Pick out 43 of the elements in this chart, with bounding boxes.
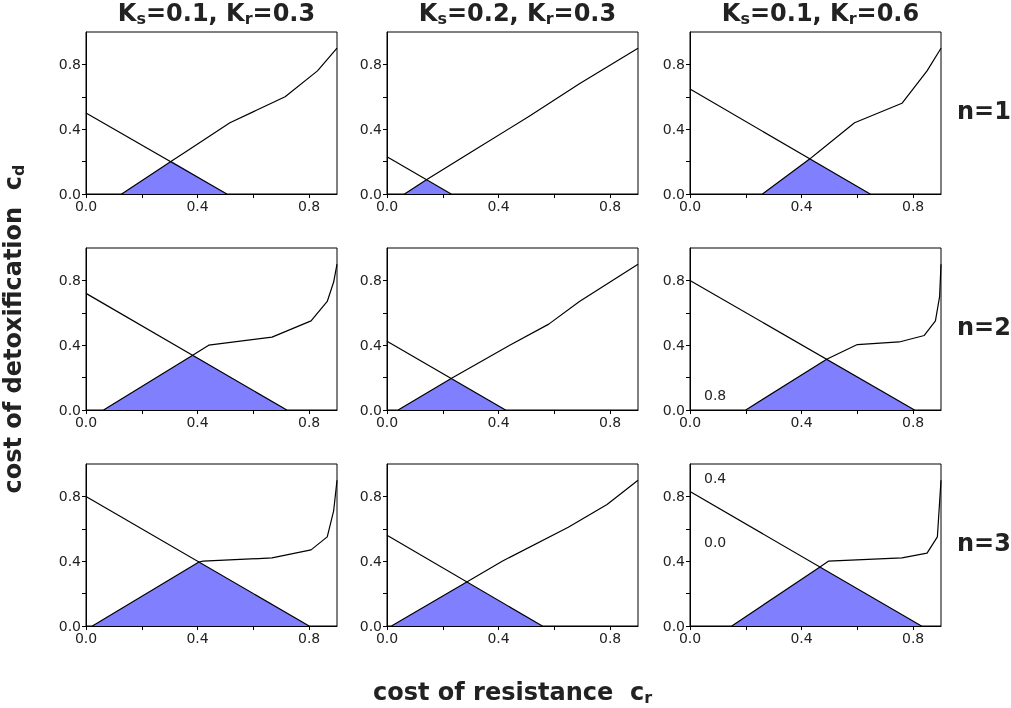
annotation: 0.8 bbox=[704, 387, 727, 403]
y-tick-label: 0.4 bbox=[662, 121, 686, 138]
y2-axis-title: n=3 bbox=[957, 529, 1011, 557]
x-tick-label: 0.4 bbox=[186, 630, 209, 646]
x-tick-label: 0.4 bbox=[186, 198, 209, 214]
x-tick-label: 0.4 bbox=[790, 630, 813, 646]
x-tick-label: 0.8 bbox=[598, 198, 622, 214]
y-tick-label: 0.8 bbox=[662, 488, 685, 505]
x-tick-label: 0.4 bbox=[487, 630, 510, 646]
x-tick-label: 0.4 bbox=[790, 414, 813, 430]
x-tick-label: 0.8 bbox=[297, 198, 321, 214]
x-tick-label: 0.4 bbox=[487, 414, 510, 430]
y-tick-label: 0.4 bbox=[58, 337, 82, 354]
y-tick-label: 0.4 bbox=[58, 121, 82, 138]
x-tick-label: 0.8 bbox=[297, 414, 321, 430]
y2-axis-title: n=2 bbox=[957, 313, 1011, 341]
y-tick-label: 0.8 bbox=[58, 272, 81, 289]
y-axis-title: cost of detoxification cd bbox=[0, 164, 28, 494]
y-tick-label: 0.8 bbox=[58, 56, 81, 73]
y2-axis-title: n=1 bbox=[957, 97, 1011, 125]
y-tick-label: 0.4 bbox=[58, 553, 82, 570]
annotation: 0.4 bbox=[704, 470, 727, 486]
x-tick-label: 0.8 bbox=[901, 630, 925, 646]
x-tick-label: 0.4 bbox=[487, 198, 510, 214]
y-tick-label: 0.4 bbox=[662, 337, 686, 354]
y-tick-label: 0.8 bbox=[359, 56, 382, 73]
x-tick-label: 0.8 bbox=[297, 630, 321, 646]
y-tick-label: 0.8 bbox=[662, 272, 685, 289]
x-tick-label: 0.8 bbox=[598, 414, 622, 430]
x-tick-label: 0.8 bbox=[901, 414, 925, 430]
x-tick-label: 0.4 bbox=[186, 414, 209, 430]
x-tick-label: 0.4 bbox=[790, 198, 813, 214]
y-tick-label: 0.8 bbox=[359, 272, 382, 289]
y-tick-label: 0.8 bbox=[359, 488, 382, 505]
y-tick-label: 0.8 bbox=[662, 56, 685, 73]
y-tick-label: 0.8 bbox=[58, 488, 81, 505]
x-tick-label: 0.8 bbox=[598, 630, 622, 646]
y-tick-label: 0.4 bbox=[359, 553, 383, 570]
y-tick-label: 0.4 bbox=[359, 121, 383, 138]
annotation: 0.0 bbox=[704, 534, 727, 550]
y-tick-label: 0.4 bbox=[662, 553, 686, 570]
y-tick-label: 0.4 bbox=[359, 337, 383, 354]
x-tick-label: 0.8 bbox=[901, 198, 925, 214]
